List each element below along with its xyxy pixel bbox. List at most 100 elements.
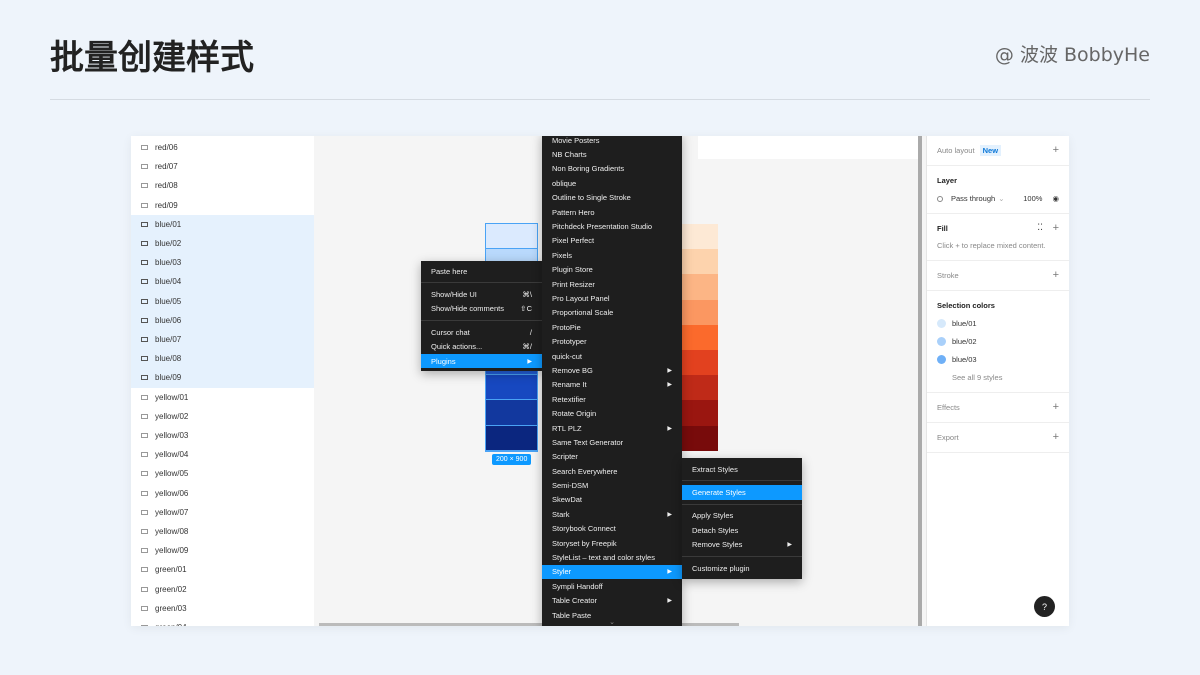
layer-item[interactable]: green/04 <box>131 618 314 626</box>
selection-color-item[interactable]: blue/01 <box>937 319 1059 328</box>
add-stroke-button[interactable]: + <box>1052 269 1059 281</box>
plugin-menu-item[interactable]: RTL PLZ ▶ <box>542 421 682 435</box>
plugin-menu-item[interactable]: Pixel Perfect <box>542 234 682 248</box>
plugin-menu-item[interactable]: Table Paste <box>542 608 682 622</box>
menu-item[interactable]: Show/Hide UI ⌘\ <box>421 287 542 301</box>
plugin-menu-item[interactable]: oblique <box>542 176 682 190</box>
menu-item-detach-styles[interactable]: Detach Styles <box>682 523 802 537</box>
layer-item[interactable]: yellow/08 <box>131 522 314 541</box>
menu-item-generate-styles[interactable]: Generate Styles <box>682 485 802 500</box>
plugin-menu-item[interactable]: Search Everywhere <box>542 464 682 478</box>
menu-item[interactable]: Plugins ▶ <box>421 353 542 369</box>
layer-item[interactable]: red/08 <box>131 176 314 195</box>
selection-color-item[interactable]: blue/02 <box>937 337 1059 346</box>
layer-name: yellow/06 <box>155 488 189 498</box>
layer-item[interactable]: green/01 <box>131 560 314 579</box>
layer-item[interactable]: green/03 <box>131 599 314 618</box>
red-swatch <box>682 274 718 300</box>
plugin-menu-item[interactable]: Pro Layout Panel <box>542 291 682 305</box>
menu-item-extract-styles[interactable]: Extract Styles <box>682 462 802 476</box>
layer-item[interactable]: yellow/01 <box>131 388 314 407</box>
menu-item[interactable]: Show/Hide comments ⇧C <box>421 302 542 316</box>
divider <box>50 99 1150 100</box>
plugin-menu-item[interactable]: Sympli Handoff <box>542 579 682 593</box>
layer-item[interactable]: yellow/06 <box>131 484 314 503</box>
plugin-menu-item[interactable]: Stark ▶ <box>542 507 682 521</box>
layer-item[interactable]: blue/04 <box>131 272 314 292</box>
plugin-menu-item[interactable]: Retextifier <box>542 392 682 406</box>
layer-item[interactable]: red/09 <box>131 196 314 215</box>
add-export-button[interactable]: + <box>1052 431 1059 443</box>
plugin-menu-item[interactable]: Plugin Store <box>542 263 682 277</box>
plugin-menu-item[interactable]: Outline to Single Stroke <box>542 191 682 205</box>
layer-item[interactable]: blue/03 <box>131 253 314 273</box>
layer-item[interactable]: blue/08 <box>131 349 314 369</box>
menu-item-apply-styles[interactable]: Apply Styles <box>682 509 802 523</box>
plugin-menu-item[interactable]: ProtoPie <box>542 320 682 334</box>
plugin-menu-item[interactable]: Semi-DSM <box>542 478 682 492</box>
color-style-name: blue/02 <box>952 337 977 346</box>
opacity-input[interactable]: 100% <box>1023 194 1043 203</box>
layer-item[interactable]: red/06 <box>131 138 314 157</box>
plugin-menu-item[interactable]: quick-cut <box>542 349 682 363</box>
plugin-menu-item[interactable]: StyleList – text and color styles <box>542 550 682 564</box>
horizontal-scrollbar[interactable] <box>319 623 739 626</box>
plugin-menu-item[interactable]: Remove BG ▶ <box>542 363 682 377</box>
plugin-menu-item[interactable]: Prototyper <box>542 334 682 348</box>
plugin-menu-item[interactable]: SkewDat <box>542 493 682 507</box>
scroll-down-icon[interactable]: ⌄ <box>609 619 615 626</box>
layer-item[interactable]: red/07 <box>131 157 314 176</box>
plugin-menu-item[interactable]: Rename It ▶ <box>542 378 682 392</box>
layer-item[interactable]: blue/05 <box>131 291 314 311</box>
help-button[interactable]: ? <box>1034 596 1055 617</box>
blend-mode-select[interactable]: Pass through <box>951 194 996 203</box>
menu-item-customize-plugin[interactable]: Customize plugin <box>682 561 802 575</box>
see-all-styles-link[interactable]: See all 9 styles <box>952 373 1003 382</box>
layer-item[interactable]: green/02 <box>131 580 314 599</box>
layer-item[interactable]: blue/09 <box>131 368 314 388</box>
plugin-menu-item[interactable]: NB Charts <box>542 147 682 161</box>
eye-icon[interactable]: ◉ <box>1052 194 1059 203</box>
red-swatch-column[interactable] <box>682 224 718 451</box>
menu-item-remove-styles[interactable]: Remove Styles ▶ <box>682 538 802 552</box>
styles-grid-icon[interactable]: ⁚⁚ <box>1037 222 1043 232</box>
color-swatch <box>937 337 946 346</box>
menu-item[interactable]: Paste here <box>421 264 542 278</box>
plugin-menu-item[interactable]: Print Resizer <box>542 277 682 291</box>
layer-item[interactable]: yellow/02 <box>131 407 314 426</box>
add-auto-layout-button[interactable]: + <box>1052 144 1059 156</box>
plugin-menu-item[interactable]: Storybook Connect <box>542 522 682 536</box>
plugin-menu-item[interactable]: Pitchdeck Presentation Studio <box>542 219 682 233</box>
vertical-scrollbar[interactable] <box>918 136 922 626</box>
layer-item[interactable]: blue/01 <box>131 214 314 234</box>
plugin-menu-item[interactable]: Pixels <box>542 248 682 262</box>
plugin-menu-item[interactable]: Table Creator ▶ <box>542 594 682 608</box>
plugin-menu-item[interactable]: Styler ▶ <box>542 564 682 580</box>
layer-item[interactable]: yellow/03 <box>131 426 314 445</box>
layer-item[interactable]: blue/02 <box>131 234 314 254</box>
layer-item[interactable]: yellow/09 <box>131 541 314 560</box>
plugin-menu-item[interactable]: Proportional Scale <box>542 306 682 320</box>
layer-section: Layer Pass through ⌄ 100% ◉ <box>927 166 1069 214</box>
red-swatch <box>682 349 718 376</box>
plugin-menu-item[interactable]: Rotate Origin <box>542 406 682 420</box>
layer-item[interactable]: blue/07 <box>131 330 314 350</box>
frame-icon <box>141 221 148 227</box>
plugin-menu-item[interactable]: Same Text Generator <box>542 435 682 449</box>
menu-item[interactable]: Cursor chat / <box>421 325 542 339</box>
blue-swatch <box>486 400 537 426</box>
selection-color-item[interactable]: blue/03 <box>937 355 1059 364</box>
plugin-menu-item[interactable]: Storyset by Freepik <box>542 536 682 550</box>
menu-item[interactable]: Quick actions... ⌘/ <box>421 340 542 354</box>
plugin-menu-item[interactable]: Scripter <box>542 450 682 464</box>
plugin-menu-item[interactable]: Non Boring Gradients <box>542 162 682 176</box>
plugin-menu-item[interactable]: Pattern Hero <box>542 205 682 219</box>
plugin-menu-item[interactable]: Movie Posters <box>542 136 682 147</box>
add-fill-button[interactable]: + <box>1052 222 1059 234</box>
layer-item[interactable]: yellow/07 <box>131 503 314 522</box>
add-effect-button[interactable]: + <box>1052 401 1059 413</box>
layer-item[interactable]: yellow/05 <box>131 464 314 483</box>
layer-item[interactable]: blue/06 <box>131 310 314 330</box>
layer-item[interactable]: yellow/04 <box>131 445 314 464</box>
effects-section: Effects + <box>927 393 1069 423</box>
